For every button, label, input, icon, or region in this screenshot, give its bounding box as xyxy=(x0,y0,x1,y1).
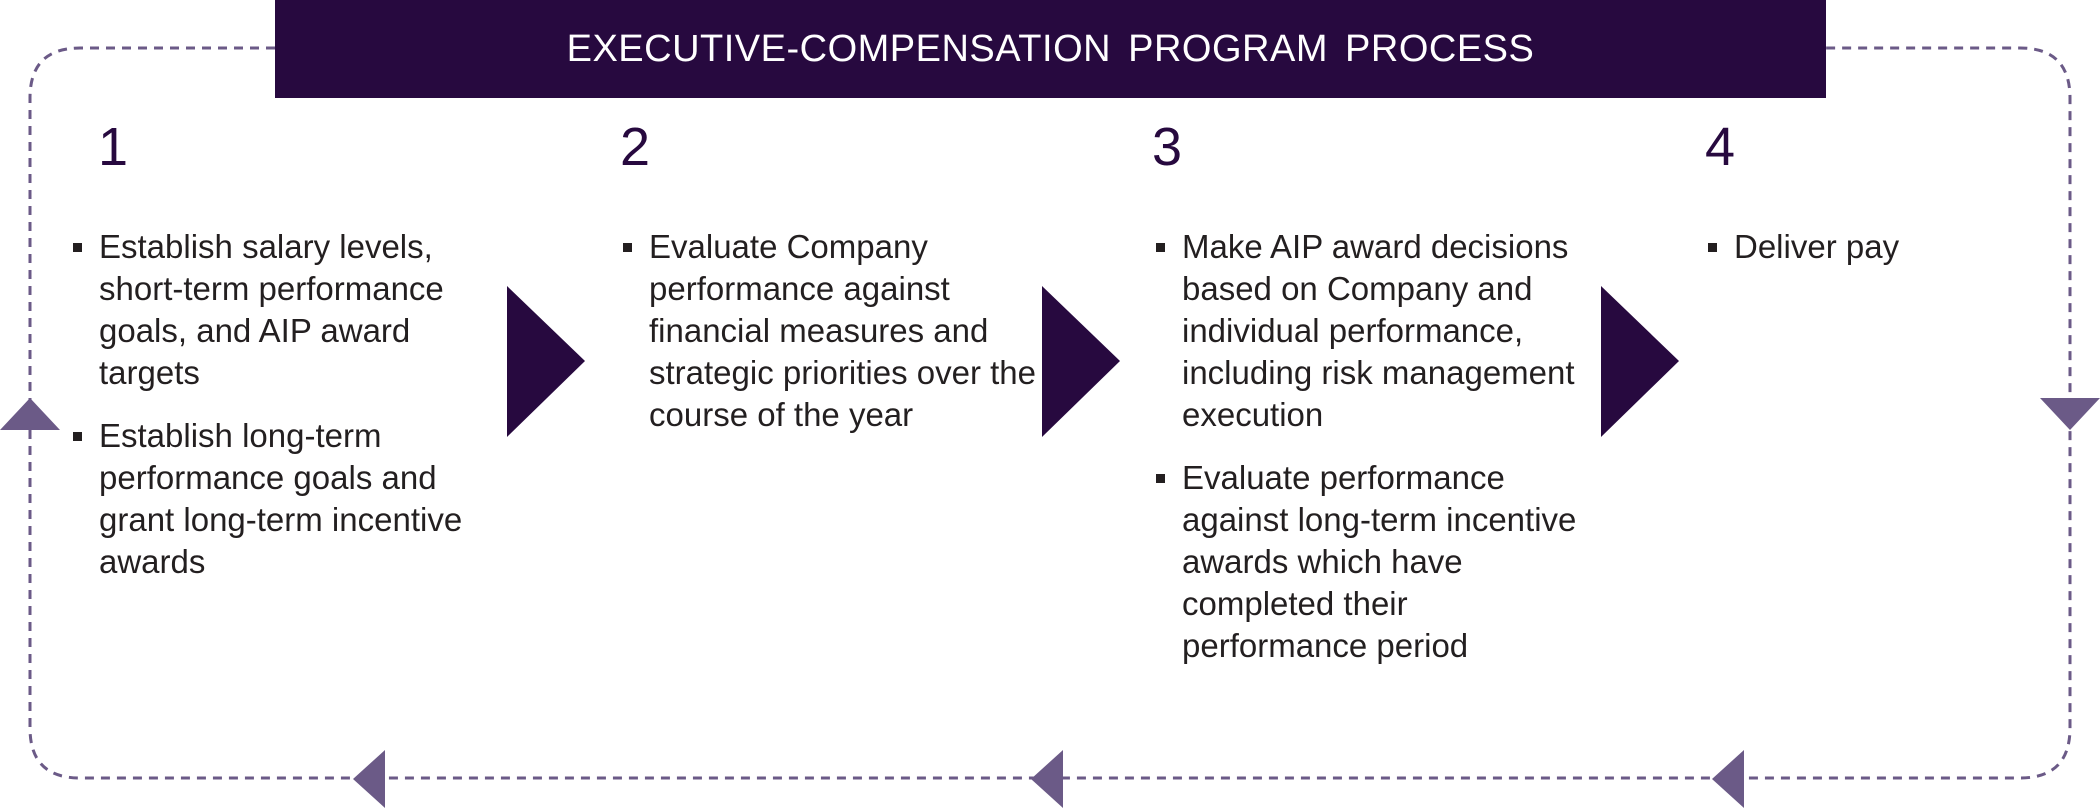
step-3-item: Make AIP award decisions based on Compan… xyxy=(1156,226,1596,436)
step-1-number: 1 xyxy=(98,117,129,177)
step-2-list: Evaluate Company performance against fin… xyxy=(623,226,1043,457)
loop-left-arrow-icon xyxy=(353,750,385,808)
step-2-item: Evaluate Company performance against fin… xyxy=(623,226,1043,436)
step-1-list: Establish salary levels, short-term perf… xyxy=(73,226,513,604)
bullet-icon xyxy=(73,243,82,252)
bullet-icon xyxy=(1708,243,1717,252)
bullet-icon xyxy=(1156,474,1165,483)
bullet-icon xyxy=(73,432,82,441)
step-1-item: Establish salary levels, short-term perf… xyxy=(73,226,513,394)
loop-left-arrow-icon xyxy=(1031,750,1063,808)
step-3-number: 3 xyxy=(1152,117,1183,177)
loop-left-arrow-icon xyxy=(1712,750,1744,808)
bullet-icon xyxy=(1156,243,1165,252)
loop-up-arrow-icon xyxy=(0,398,60,430)
step-2-number: 2 xyxy=(620,117,651,177)
step-arrow-icon xyxy=(1601,286,1679,437)
step-1-item: Establish long-term performance goals an… xyxy=(73,415,513,583)
step-arrow-icon xyxy=(507,286,585,437)
step-4-list: Deliver pay xyxy=(1708,226,2008,289)
step-arrow-icon xyxy=(1042,286,1120,437)
step-4-number: 4 xyxy=(1705,117,1736,177)
step-3-list: Make AIP award decisions based on Compan… xyxy=(1156,226,1596,688)
diagram-title: EXECUTIVE-COMPENSATION PROGRAM PROCESS xyxy=(275,0,1826,98)
bullet-icon xyxy=(623,243,632,252)
step-4-item: Deliver pay xyxy=(1708,226,2008,268)
loop-down-arrow-icon xyxy=(2040,398,2100,430)
step-3-item: Evaluate performance against long-term i… xyxy=(1156,457,1596,667)
